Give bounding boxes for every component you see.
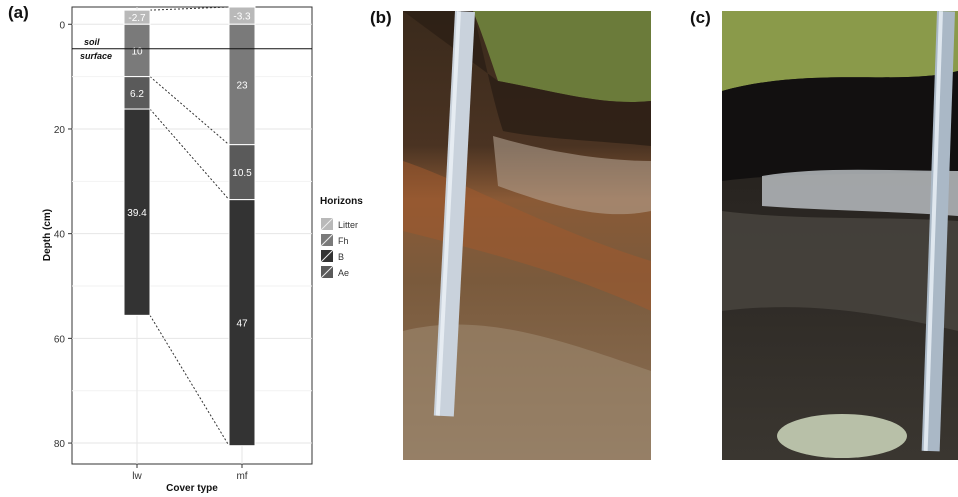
bar-label-fh-lw: 10: [131, 46, 143, 57]
soil-pit-photo-c: [722, 11, 958, 460]
legend-swatch-slash: [320, 217, 334, 231]
connector-line: [149, 108, 230, 200]
connector-line: [149, 6, 230, 11]
subsoil-layer: [722, 211, 958, 331]
moss-layer: [473, 11, 651, 102]
plot-panel: [71, 6, 313, 465]
bar-b-mf: [228, 199, 256, 447]
y-tick-label: 0: [59, 20, 65, 31]
x-tick-label: mf: [236, 471, 247, 482]
boundary-connectors: [149, 6, 230, 446]
bar-label-fh-mf: 23: [236, 80, 248, 91]
panel-label-c: (c): [690, 8, 711, 27]
legend-label-b: B: [338, 252, 344, 262]
measuring-tape: [921, 11, 955, 452]
bar-label-ae-mf: 10.5: [232, 168, 252, 179]
legend-label-litter: Litter: [338, 220, 358, 230]
connector-line: [149, 76, 230, 146]
bar-label-ae-lw: 6.2: [130, 89, 144, 100]
legend-title: Horizons: [320, 196, 363, 207]
soil-surface-label-line1: soil: [84, 37, 100, 47]
water-pool: [777, 414, 907, 458]
bar-label-b-lw: 39.4: [127, 208, 147, 219]
legend: Horizons Litter Fh B Ae: [320, 196, 363, 279]
bar-label-b-mf: 47: [236, 319, 248, 330]
y-tick-label: 60: [54, 334, 66, 345]
soil-pit-photo-b: [403, 11, 651, 460]
connector-line: [149, 315, 230, 446]
bar-value-labels: -2.7 10 6.2 39.4 -3.3 23 10.5 47: [127, 12, 252, 330]
legend-label-fh: Fh: [338, 236, 349, 246]
vegetation-layer: [722, 11, 958, 91]
y-axis-ticks: 0 20 40 60 80: [54, 20, 72, 450]
legend-swatch-slash: [320, 265, 334, 279]
y-axis-title: Depth (cm): [42, 209, 53, 261]
lower-subsoil: [403, 324, 651, 460]
soil-profile-image-b: [403, 11, 651, 460]
soil-profile-image-c: [722, 11, 958, 460]
bar-label-litter-lw: -2.7: [128, 13, 146, 24]
x-tick-label: lw: [132, 471, 142, 482]
bar-fh-mf: [228, 23, 256, 146]
y-tick-label: 80: [54, 439, 66, 450]
bleached-layer: [762, 169, 958, 216]
x-axis-ticks: lw mf: [132, 464, 248, 482]
legend-swatch-slash: [320, 249, 334, 263]
x-axis-title: Cover type: [166, 483, 218, 494]
soil-surface-label-line2: surface: [80, 51, 112, 61]
dark-organic-layer: [722, 71, 958, 181]
bar-stacks: [123, 6, 256, 447]
bar-label-litter-mf: -3.3: [233, 12, 251, 23]
panel-label-a: (a): [8, 3, 29, 22]
bleached-layer: [493, 136, 651, 215]
y-tick-label: 40: [54, 230, 66, 241]
panel-label-b: (b): [370, 8, 392, 27]
bar-b-lw: [123, 108, 151, 316]
y-tick-label: 20: [54, 125, 66, 136]
legend-label-ae: Ae: [338, 268, 349, 278]
legend-swatch-slash: [320, 233, 334, 247]
soil-horizon-chart: -2.7 10 6.2 39.4 -3.3 23 10.5 47 soil surface 0…: [42, 6, 363, 494]
measuring-tape: [433, 11, 475, 417]
